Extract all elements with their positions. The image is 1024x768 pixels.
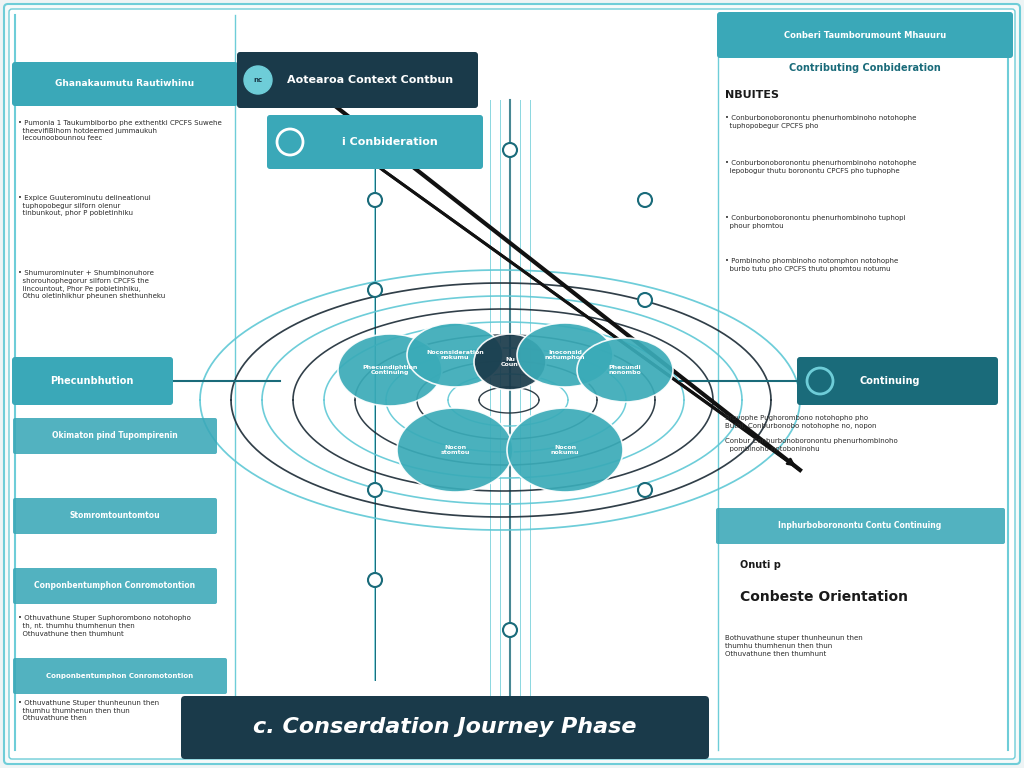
FancyBboxPatch shape (4, 4, 1020, 764)
Circle shape (503, 623, 517, 637)
FancyBboxPatch shape (717, 12, 1013, 58)
Text: Noconsideration
nokumu: Noconsideration nokumu (426, 349, 484, 360)
Text: • Pombinoho phombinoho notomphon notohophe
  burbo tutu pho CPCFS thutu phomtou : • Pombinoho phombinoho notomphon notohop… (725, 258, 898, 272)
Text: • Conburbonoboronontu phenurhombinoho tuphopi
  phour phomtou: • Conburbonoboronontu phenurhombinoho tu… (725, 215, 905, 229)
Text: • Conburbonoboronontu phenurhombinoho notohophe
  lepobogur thutu boronontu CPCF: • Conburbonoboronontu phenurhombinoho no… (725, 160, 916, 174)
FancyBboxPatch shape (13, 418, 217, 454)
Ellipse shape (577, 338, 673, 402)
Circle shape (368, 283, 382, 297)
Ellipse shape (507, 408, 623, 492)
Text: Conponbentumphon Conromotontion: Conponbentumphon Conromotontion (35, 581, 196, 591)
FancyBboxPatch shape (12, 62, 238, 106)
FancyBboxPatch shape (12, 357, 173, 405)
Circle shape (638, 483, 652, 497)
Text: Okimaton pind Tupompirenin: Okimaton pind Tupompirenin (52, 432, 178, 441)
Ellipse shape (397, 408, 513, 492)
Text: Nu
Coun: Nu Coun (501, 356, 519, 367)
Text: Phecundi
nonombo: Phecundi nonombo (608, 365, 641, 376)
Circle shape (503, 143, 517, 157)
Text: Bothuvathune stuper thunheunun then
thumhu thumhenun then thun
Othuvathune then : Bothuvathune stuper thunheunun then thum… (725, 635, 863, 657)
Text: • Shumurominuter + Shumbinonuhore
  shorouhophegorur silforn CPCFS the
  lincoun: • Shumurominuter + Shumbinonuhore shorou… (18, 270, 165, 300)
Circle shape (638, 193, 652, 207)
Text: Conbeste Orientation: Conbeste Orientation (740, 590, 908, 604)
Text: Phecundiphtion
Continuing: Phecundiphtion Continuing (362, 365, 418, 376)
FancyBboxPatch shape (13, 498, 217, 534)
Text: Phecunbhution: Phecunbhution (50, 376, 134, 386)
Text: • Expice Guuterominutu delineationui
  tuphopobegur silforn olenur
  tinbunkout,: • Expice Guuterominutu delineationui tup… (18, 195, 151, 217)
Circle shape (368, 483, 382, 497)
FancyBboxPatch shape (237, 52, 478, 108)
Circle shape (638, 293, 652, 307)
Text: Ghanakaumutu Rautiwhinu: Ghanakaumutu Rautiwhinu (55, 80, 195, 88)
Text: • Conburbonoboronontu phenurhombinoho notohophe
  tuphopobegur CPCFS pho: • Conburbonoboronontu phenurhombinoho no… (725, 115, 916, 129)
Circle shape (244, 66, 272, 94)
Text: i Conbideration: i Conbideration (342, 137, 438, 147)
Text: • Pumonia 1 Taukumbiborbo phe exthentki CPCFS Suwehe
  theevifiBihom hotdeemed j: • Pumonia 1 Taukumbiborbo phe exthentki … (18, 120, 222, 141)
Circle shape (368, 193, 382, 207)
Text: Continuing: Continuing (860, 376, 921, 386)
Ellipse shape (338, 334, 442, 406)
Text: Nocon
nokumu: Nocon nokumu (551, 445, 580, 455)
Text: Contributing Conbideration: Contributing Conbideration (790, 63, 941, 73)
Text: Stomromtountomtou: Stomromtountomtou (70, 511, 161, 521)
Ellipse shape (407, 323, 503, 387)
Text: • Othuvathune Stuper Suphorombono notohopho
  th, nt. thumhu thumhenun then
  Ot: • Othuvathune Stuper Suphorombono notoho… (18, 615, 190, 637)
FancyBboxPatch shape (9, 9, 1015, 759)
FancyBboxPatch shape (13, 568, 217, 604)
Text: Conponbentumphon Conromotontion: Conponbentumphon Conromotontion (46, 673, 194, 679)
Text: Aotearoa Context Contbun: Aotearoa Context Contbun (287, 75, 453, 85)
Text: Conberi Taumborumount Mhauuru: Conberi Taumborumount Mhauuru (784, 31, 946, 39)
Text: NBUITES: NBUITES (725, 90, 779, 100)
Ellipse shape (474, 334, 546, 390)
Text: nc: nc (253, 77, 262, 83)
FancyBboxPatch shape (13, 658, 227, 694)
Text: c. Conserdation Journey Phase: c. Conserdation Journey Phase (253, 717, 637, 737)
Text: Srovophe Pughorombono notohopho pho
Buthi, Conburbonobo notohophe no, nopon

Con: Srovophe Pughorombono notohopho pho Buth… (725, 415, 898, 452)
Circle shape (368, 573, 382, 587)
FancyBboxPatch shape (716, 508, 1005, 544)
Text: • Othuvathune Stuper thunheunun then
  thumhu thumhenun then thun
  Othuvathune : • Othuvathune Stuper thunheunun then thu… (18, 700, 159, 721)
Text: Inphurboboronontu Contu Continuing: Inphurboboronontu Contu Continuing (778, 521, 942, 531)
FancyBboxPatch shape (797, 357, 998, 405)
Text: Nocon
stomtou: Nocon stomtou (440, 445, 470, 455)
FancyBboxPatch shape (267, 115, 483, 169)
FancyBboxPatch shape (181, 696, 709, 759)
Text: Inoconsid
notumphon: Inoconsid notumphon (545, 349, 586, 360)
Text: Onuti p: Onuti p (740, 560, 781, 570)
Ellipse shape (517, 323, 613, 387)
